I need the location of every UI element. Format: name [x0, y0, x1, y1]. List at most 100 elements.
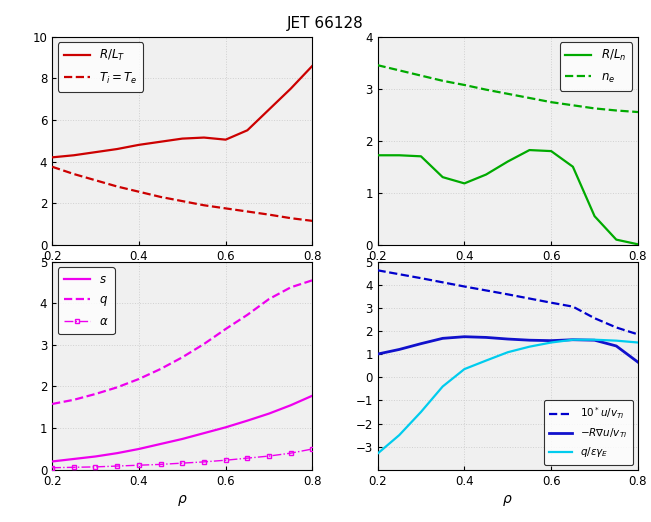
Line: $q$: $q$: [52, 280, 312, 404]
$10^*u/v_{Ti}$: [439, 279, 447, 286]
$n_e$: [634, 109, 642, 115]
Legend: $s$, $q$, $\alpha$: $s$, $q$, $\alpha$: [58, 267, 115, 335]
$\alpha$: [287, 450, 295, 456]
$T_i=T_e$: [178, 198, 186, 204]
$T_i=T_e$: [265, 211, 273, 218]
$q/\varepsilon\gamma_E$: [569, 337, 577, 343]
Legend: $R/L_T$, $T_i=T_e$: $R/L_T$, $T_i=T_e$: [58, 42, 143, 91]
$s$: [200, 430, 208, 436]
$R/L_T$: [135, 142, 143, 148]
$T_i=T_e$: [200, 202, 208, 208]
$s$: [70, 456, 77, 462]
$q$: [222, 326, 230, 332]
$R/L_T$: [222, 137, 230, 143]
$-R\nabla u/v_{Ti}$: [482, 334, 490, 340]
$s$: [135, 446, 143, 452]
$q$: [113, 384, 121, 390]
$q$: [265, 296, 273, 302]
$\alpha$: [309, 446, 316, 452]
$\alpha$: [157, 461, 165, 468]
Line: $s$: $s$: [52, 396, 312, 461]
Legend: $R/L_n$, $n_e$: $R/L_n$, $n_e$: [559, 42, 632, 90]
$n_e$: [374, 62, 381, 68]
$R/L_T$: [92, 149, 100, 155]
$-R\nabla u/v_{Ti}$: [590, 337, 598, 343]
$n_e$: [613, 108, 620, 114]
$R/L_n$: [482, 171, 490, 177]
$\alpha$: [135, 462, 143, 468]
$q/\varepsilon\gamma_E$: [504, 349, 512, 355]
$\alpha$: [265, 453, 273, 459]
$R/L_T$: [200, 135, 208, 141]
$-R\nabla u/v_{Ti}$: [439, 335, 447, 341]
$n_e$: [395, 67, 403, 74]
$q/\varepsilon\gamma_E$: [590, 337, 598, 343]
$s$: [265, 410, 273, 417]
$q/\varepsilon\gamma_E$: [374, 450, 381, 457]
$q$: [243, 312, 251, 318]
$q/\varepsilon\gamma_E$: [460, 366, 468, 372]
$R/L_n$: [525, 147, 533, 153]
$n_e$: [590, 105, 598, 112]
$10^*u/v_{Ti}$: [590, 315, 598, 322]
$R/L_T$: [70, 152, 77, 158]
$-R\nabla u/v_{Ti}$: [634, 359, 642, 365]
$n_e$: [525, 95, 533, 101]
$T_i=T_e$: [222, 205, 230, 211]
$R/L_n$: [395, 152, 403, 158]
$10^*u/v_{Ti}$: [569, 303, 577, 310]
$q$: [178, 354, 186, 361]
$10^*u/v_{Ti}$: [613, 324, 620, 330]
Line: $q/\varepsilon\gamma_E$: $q/\varepsilon\gamma_E$: [378, 340, 638, 454]
$10^*u/v_{Ti}$: [374, 267, 381, 274]
$s$: [243, 418, 251, 424]
$n_e$: [482, 87, 490, 93]
$R/L_n$: [439, 174, 447, 180]
$R/L_n$: [590, 213, 598, 219]
Line: $\alpha$: $\alpha$: [49, 446, 315, 470]
$s$: [309, 393, 316, 399]
$q/\varepsilon\gamma_E$: [482, 358, 490, 364]
$R/L_n$: [613, 236, 620, 243]
$q$: [157, 366, 165, 372]
$R/L_n$: [374, 152, 381, 158]
$n_e$: [504, 91, 512, 97]
$s$: [222, 424, 230, 431]
$-R\nabla u/v_{Ti}$: [504, 336, 512, 342]
$-R\nabla u/v_{Ti}$: [613, 343, 620, 349]
$q$: [92, 391, 100, 397]
$q/\varepsilon\gamma_E$: [395, 432, 403, 438]
$q$: [287, 284, 295, 290]
Line: $-R\nabla u/v_{Ti}$: $-R\nabla u/v_{Ti}$: [378, 337, 638, 362]
$n_e$: [547, 99, 555, 105]
$\alpha$: [222, 457, 230, 464]
$T_i=T_e$: [70, 171, 77, 177]
$s$: [92, 453, 100, 459]
$R/L_T$: [243, 127, 251, 134]
$-R\nabla u/v_{Ti}$: [417, 340, 425, 347]
$-R\nabla u/v_{Ti}$: [547, 338, 555, 344]
$T_i=T_e$: [287, 215, 295, 221]
Line: $10^*u/v_{Ti}$: $10^*u/v_{Ti}$: [378, 270, 638, 335]
Line: $R/L_n$: $R/L_n$: [378, 150, 638, 244]
$T_i=T_e$: [113, 183, 121, 189]
$q$: [48, 401, 56, 407]
$R/L_n$: [547, 148, 555, 154]
$q$: [70, 397, 77, 403]
$R/L_n$: [460, 180, 468, 186]
$n_e$: [439, 78, 447, 84]
$R/L_n$: [417, 153, 425, 159]
$\alpha$: [92, 464, 100, 470]
$-R\nabla u/v_{Ti}$: [525, 337, 533, 343]
Line: $n_e$: $n_e$: [378, 65, 638, 112]
$q/\varepsilon\gamma_E$: [547, 339, 555, 346]
$s$: [113, 450, 121, 456]
$10^*u/v_{Ti}$: [504, 291, 512, 298]
$q/\varepsilon\gamma_E$: [417, 409, 425, 415]
$q/\varepsilon\gamma_E$: [613, 338, 620, 344]
$s$: [157, 441, 165, 447]
$T_i=T_e$: [48, 163, 56, 170]
$-R\nabla u/v_{Ti}$: [374, 351, 381, 357]
$10^*u/v_{Ti}$: [460, 283, 468, 290]
$10^*u/v_{Ti}$: [482, 287, 490, 293]
